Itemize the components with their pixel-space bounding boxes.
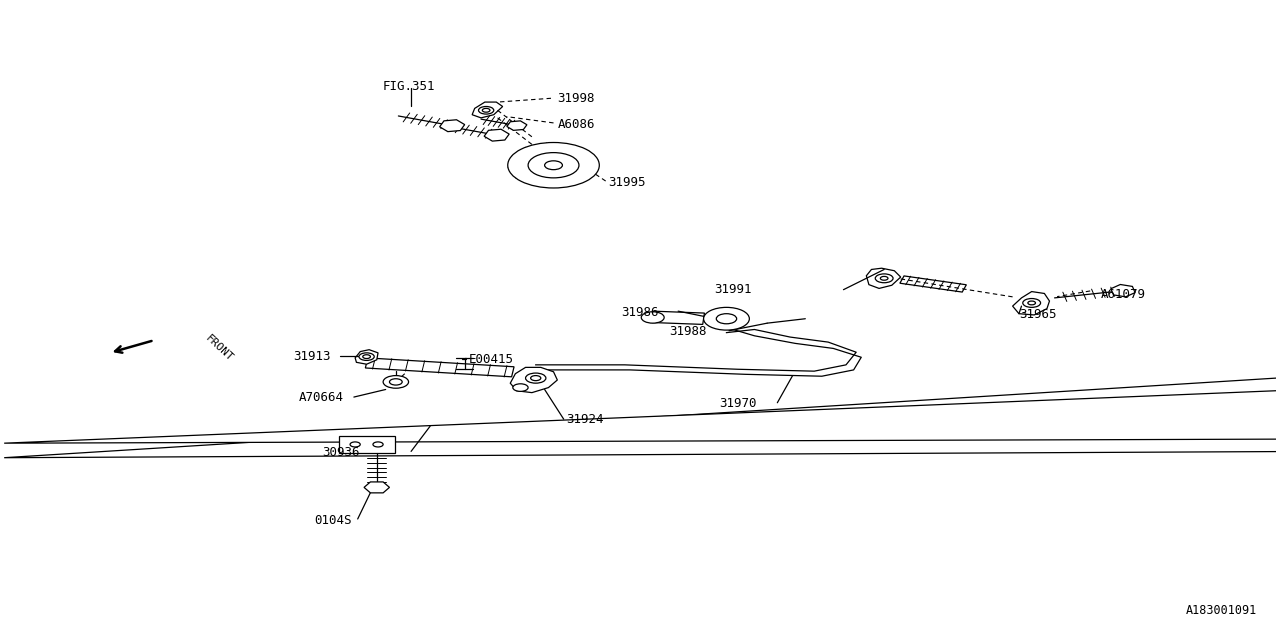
Circle shape [362, 355, 370, 358]
Polygon shape [652, 311, 704, 324]
Text: 31970: 31970 [719, 397, 756, 410]
Text: A61079: A61079 [1101, 288, 1146, 301]
Polygon shape [1111, 285, 1135, 297]
Circle shape [544, 161, 562, 170]
Circle shape [876, 274, 893, 283]
Circle shape [372, 442, 383, 447]
Polygon shape [339, 436, 394, 453]
Text: 31995: 31995 [608, 176, 645, 189]
Circle shape [1028, 301, 1036, 305]
Text: 31965: 31965 [1019, 308, 1056, 321]
Circle shape [1023, 298, 1041, 307]
Circle shape [383, 376, 408, 388]
Circle shape [508, 143, 599, 188]
Circle shape [479, 106, 494, 114]
Circle shape [526, 373, 545, 383]
Text: FRONT: FRONT [204, 333, 236, 364]
Text: FIG.351: FIG.351 [383, 80, 435, 93]
Circle shape [389, 379, 402, 385]
Text: 31991: 31991 [714, 283, 751, 296]
Text: 31998: 31998 [557, 92, 595, 105]
Text: 31913: 31913 [293, 349, 330, 362]
Polygon shape [4, 374, 1280, 458]
Text: A6086: A6086 [557, 118, 595, 131]
Text: 30936: 30936 [323, 446, 360, 459]
Polygon shape [355, 349, 378, 364]
Text: 31924: 31924 [566, 413, 604, 426]
Polygon shape [472, 102, 503, 118]
Circle shape [881, 276, 888, 280]
Circle shape [349, 442, 360, 447]
Circle shape [513, 384, 529, 392]
Circle shape [529, 152, 579, 178]
Text: 31986: 31986 [621, 306, 658, 319]
Text: 0104S: 0104S [315, 514, 352, 527]
Polygon shape [4, 391, 1280, 447]
Text: E00415: E00415 [468, 353, 513, 365]
Circle shape [641, 312, 664, 323]
Polygon shape [1012, 292, 1050, 315]
Circle shape [704, 307, 749, 330]
Circle shape [531, 376, 541, 381]
Text: A70664: A70664 [300, 390, 344, 404]
Polygon shape [365, 358, 515, 377]
Circle shape [358, 353, 374, 360]
Polygon shape [439, 120, 465, 132]
Circle shape [717, 314, 737, 324]
Polygon shape [364, 482, 389, 493]
Text: 31988: 31988 [669, 325, 707, 338]
Circle shape [483, 108, 490, 112]
Polygon shape [484, 129, 509, 141]
Polygon shape [507, 121, 527, 131]
Polygon shape [900, 276, 966, 292]
Polygon shape [511, 367, 557, 393]
Text: A183001091: A183001091 [1185, 604, 1257, 617]
Polygon shape [867, 268, 901, 289]
